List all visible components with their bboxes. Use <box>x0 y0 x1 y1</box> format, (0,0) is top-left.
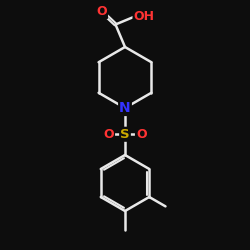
Text: O: O <box>96 5 107 18</box>
Text: O: O <box>104 128 114 141</box>
Text: OH: OH <box>134 10 154 24</box>
Text: S: S <box>120 128 130 141</box>
Text: O: O <box>136 128 146 141</box>
Text: N: N <box>119 101 131 115</box>
